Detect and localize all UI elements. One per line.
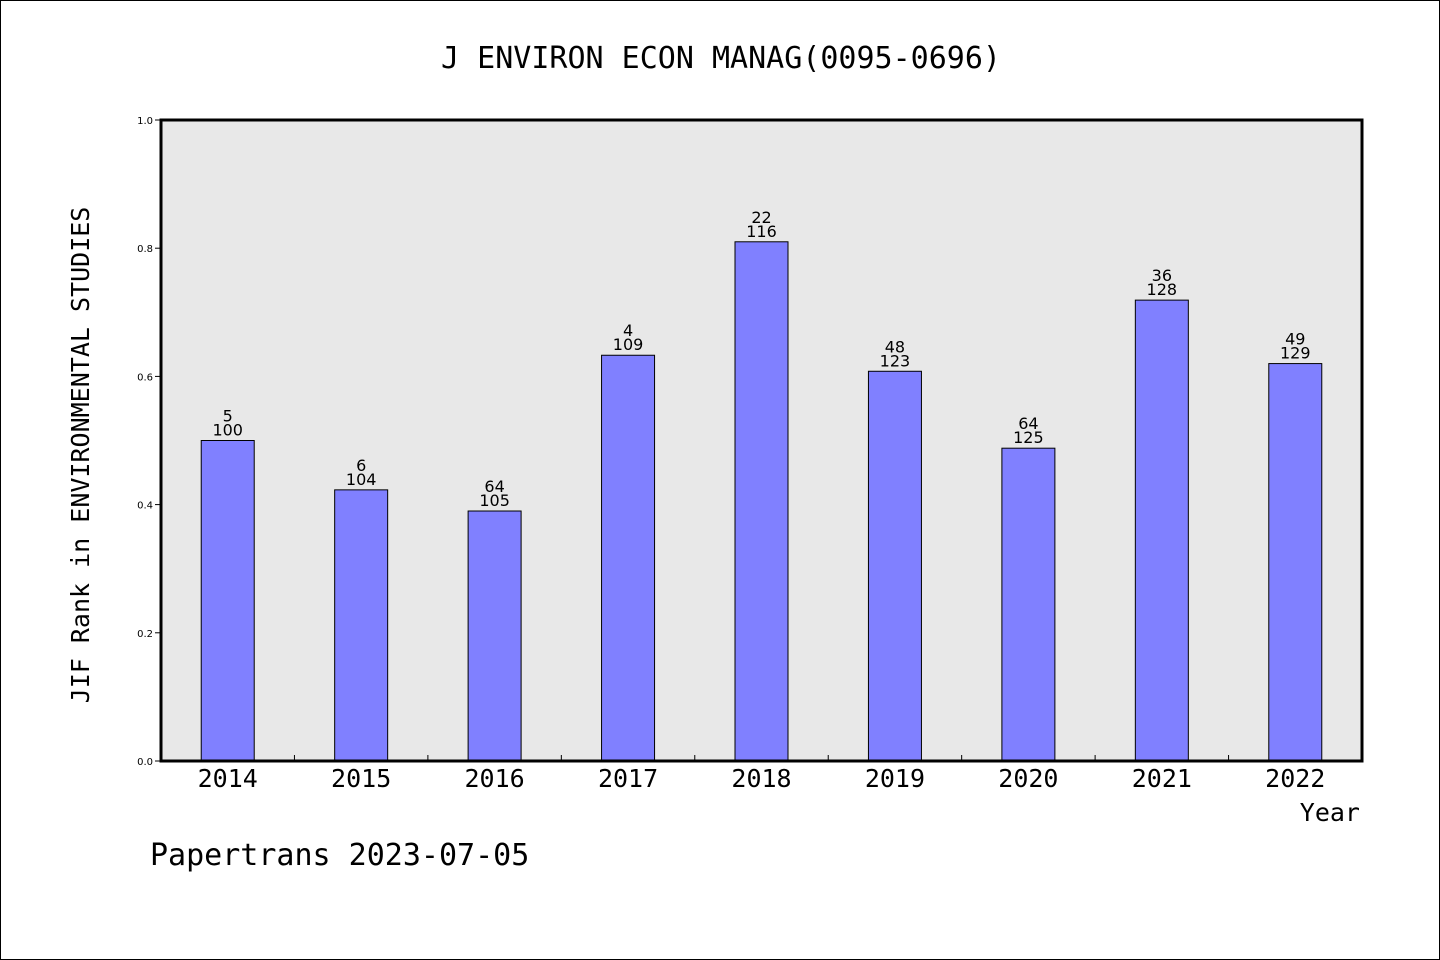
- bar-total-label: 125: [1013, 428, 1044, 447]
- bar-total-label: 105: [479, 491, 510, 510]
- x-tick-label: 2021: [1132, 764, 1192, 793]
- bar-rank-label: 6: [356, 456, 366, 475]
- y-tick-label: 1.0: [137, 116, 153, 127]
- bar-2014: [200, 440, 255, 762]
- y-axis: 0.0 0.2 0.4 0.6 0.8 1.0: [137, 116, 161, 768]
- bar-2015: [334, 489, 389, 762]
- footer-credit: Papertrans 2023-07-05: [150, 838, 529, 873]
- bar-2016: [467, 510, 522, 762]
- plot-frame: [159, 118, 1364, 763]
- bar-rank-label: 22: [751, 208, 771, 227]
- bar-rank-label: 36: [1152, 266, 1172, 285]
- bar-rank-label: 49: [1285, 330, 1305, 349]
- y-tick-label: 0.4: [137, 501, 153, 512]
- x-tick-label: 2018: [731, 764, 791, 793]
- bar-rank-label: 64: [1018, 414, 1038, 433]
- x-tick-label: 2022: [1265, 764, 1325, 793]
- x-tick-label: 2019: [865, 764, 925, 793]
- chart-title: J ENVIRON ECON MANAG(0095-0696): [441, 41, 1001, 76]
- bar-total-label: 100: [212, 421, 243, 440]
- x-tick-label: 2016: [465, 764, 525, 793]
- bar-rank-label: 4: [623, 321, 633, 340]
- x-axis: 2014 2015 2016 2017 2018 2019 2020 2021 2022: [198, 755, 1325, 793]
- x-tick-label: 2020: [998, 764, 1058, 793]
- x-tick-label: 2017: [598, 764, 658, 793]
- y-axis-label: JIF Rank in ENVIRONMENTAL STUDIES: [66, 207, 95, 704]
- bar-rank-label: 5: [223, 407, 233, 426]
- y-tick-label: 0.0: [137, 757, 153, 768]
- y-tick-label: 0.8: [137, 244, 153, 255]
- bar-total-label: 116: [746, 222, 777, 241]
- bars: [200, 241, 1323, 762]
- bar-2017: [601, 354, 656, 762]
- bar-total-label: 129: [1280, 344, 1311, 363]
- bar-2020: [1001, 447, 1056, 762]
- x-axis-label: Year: [1300, 798, 1360, 827]
- bar-total-label: 123: [880, 351, 911, 370]
- bar-total-label: 128: [1147, 280, 1178, 299]
- bar-2021: [1134, 299, 1189, 762]
- y-tick-label: 0.2: [137, 629, 153, 640]
- bar-2022: [1268, 363, 1323, 762]
- bar-total-label: 104: [346, 470, 377, 489]
- bar-2019: [867, 370, 922, 762]
- x-tick-label: 2014: [198, 764, 258, 793]
- x-tick-label: 2015: [331, 764, 391, 793]
- bar-rank-label: 48: [885, 337, 905, 356]
- bar-2018: [734, 241, 789, 762]
- bar-rank-label: 64: [484, 477, 504, 496]
- y-tick-label: 0.6: [137, 372, 153, 383]
- bar-total-label: 109: [613, 335, 644, 354]
